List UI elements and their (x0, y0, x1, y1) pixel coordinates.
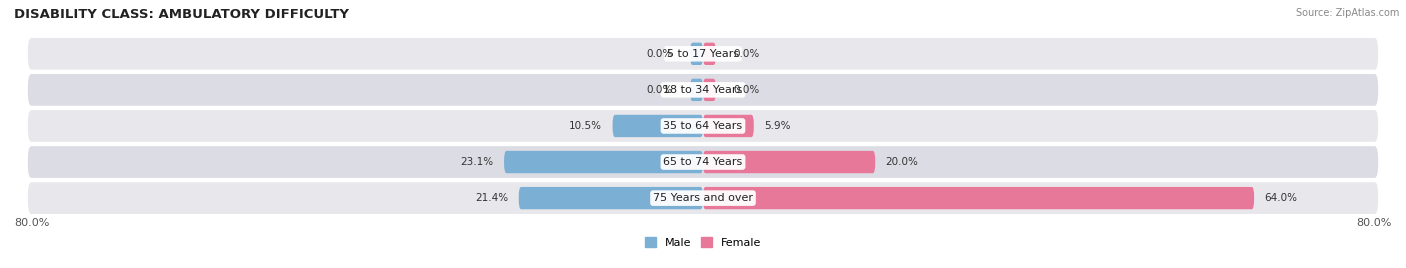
Text: 0.0%: 0.0% (733, 49, 759, 59)
FancyBboxPatch shape (28, 38, 1378, 70)
Text: 65 to 74 Years: 65 to 74 Years (664, 157, 742, 167)
Text: 5 to 17 Years: 5 to 17 Years (666, 49, 740, 59)
Text: 80.0%: 80.0% (1357, 218, 1392, 228)
Text: 0.0%: 0.0% (647, 85, 673, 95)
Text: 18 to 34 Years: 18 to 34 Years (664, 85, 742, 95)
FancyBboxPatch shape (690, 43, 703, 65)
FancyBboxPatch shape (28, 74, 1378, 106)
FancyBboxPatch shape (703, 187, 1254, 209)
Text: 21.4%: 21.4% (475, 193, 509, 203)
FancyBboxPatch shape (703, 151, 875, 173)
Text: 23.1%: 23.1% (461, 157, 494, 167)
FancyBboxPatch shape (703, 79, 716, 101)
Text: 35 to 64 Years: 35 to 64 Years (664, 121, 742, 131)
Text: 0.0%: 0.0% (733, 85, 759, 95)
FancyBboxPatch shape (703, 43, 716, 65)
Text: 80.0%: 80.0% (14, 218, 49, 228)
Text: 64.0%: 64.0% (1264, 193, 1298, 203)
FancyBboxPatch shape (703, 115, 754, 137)
FancyBboxPatch shape (519, 187, 703, 209)
Text: 5.9%: 5.9% (763, 121, 790, 131)
FancyBboxPatch shape (28, 110, 1378, 142)
Text: DISABILITY CLASS: AMBULATORY DIFFICULTY: DISABILITY CLASS: AMBULATORY DIFFICULTY (14, 8, 349, 21)
FancyBboxPatch shape (28, 146, 1378, 178)
FancyBboxPatch shape (28, 182, 1378, 214)
Text: 20.0%: 20.0% (886, 157, 918, 167)
FancyBboxPatch shape (613, 115, 703, 137)
Text: Source: ZipAtlas.com: Source: ZipAtlas.com (1295, 8, 1399, 18)
FancyBboxPatch shape (690, 79, 703, 101)
Legend: Male, Female: Male, Female (645, 237, 761, 248)
Text: 75 Years and over: 75 Years and over (652, 193, 754, 203)
Text: 0.0%: 0.0% (647, 49, 673, 59)
FancyBboxPatch shape (505, 151, 703, 173)
Text: 10.5%: 10.5% (569, 121, 602, 131)
